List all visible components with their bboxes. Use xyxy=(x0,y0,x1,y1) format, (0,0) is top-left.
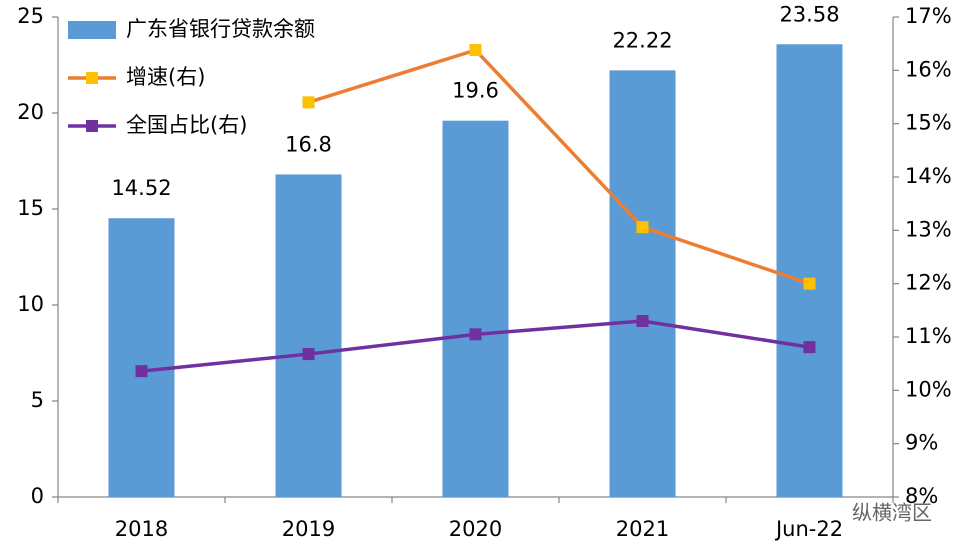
y-tick-label: 5 xyxy=(31,388,44,412)
x-tick-label: 2020 xyxy=(449,517,502,541)
marker xyxy=(135,365,148,378)
marker xyxy=(302,348,315,361)
y-tick-label: 10 xyxy=(17,292,44,316)
bar xyxy=(442,120,509,498)
line xyxy=(307,48,811,286)
y2-tick-label: 9% xyxy=(905,431,938,455)
bar xyxy=(609,70,676,497)
y2-tick-label: 11% xyxy=(905,324,952,348)
y2-tick-label: 10% xyxy=(905,377,952,401)
marker xyxy=(469,328,482,341)
bar xyxy=(108,218,175,497)
x-tick-label: 2019 xyxy=(282,517,335,541)
legend-label: 全国占比(右) xyxy=(126,113,247,137)
bar xyxy=(776,44,843,497)
legend-label: 增速(右) xyxy=(126,65,205,89)
data-label: 22.22 xyxy=(612,28,672,52)
marker xyxy=(469,44,482,57)
data-label: 14.52 xyxy=(111,176,171,200)
y-tick-label: 15 xyxy=(17,196,44,220)
watermark: 纵横湾区 xyxy=(852,501,932,525)
y2-tick-label: 14% xyxy=(905,164,952,188)
y-tick-label: 20 xyxy=(17,100,44,124)
marker xyxy=(803,341,816,354)
y2-tick-label: 15% xyxy=(905,111,952,135)
data-label: 23.58 xyxy=(779,2,839,26)
legend-swatch xyxy=(68,21,116,39)
y-tick-label: 25 xyxy=(17,4,44,28)
legend-marker xyxy=(86,120,98,132)
y2-tick-label: 13% xyxy=(905,217,952,241)
marker xyxy=(636,315,649,327)
data-label: 19.6 xyxy=(452,79,499,103)
x-tick-label: Jun-22 xyxy=(774,517,843,541)
y2-tick-label: 16% xyxy=(905,57,952,81)
y-tick-label: 0 xyxy=(31,484,44,508)
y2-tick-label: 12% xyxy=(905,271,952,295)
marker xyxy=(803,277,816,290)
x-tick-label: 2018 xyxy=(115,517,168,541)
data-label: 16.8 xyxy=(285,132,332,156)
legend-label: 广东省银行贷款余额 xyxy=(126,17,315,41)
y2-tick-label: 8% xyxy=(905,484,938,508)
bar xyxy=(275,174,342,497)
y2-tick-label: 17% xyxy=(905,4,952,28)
legend-marker xyxy=(86,72,98,84)
marker xyxy=(636,221,649,234)
x-tick-label: 2021 xyxy=(616,517,669,541)
marker xyxy=(302,96,315,109)
